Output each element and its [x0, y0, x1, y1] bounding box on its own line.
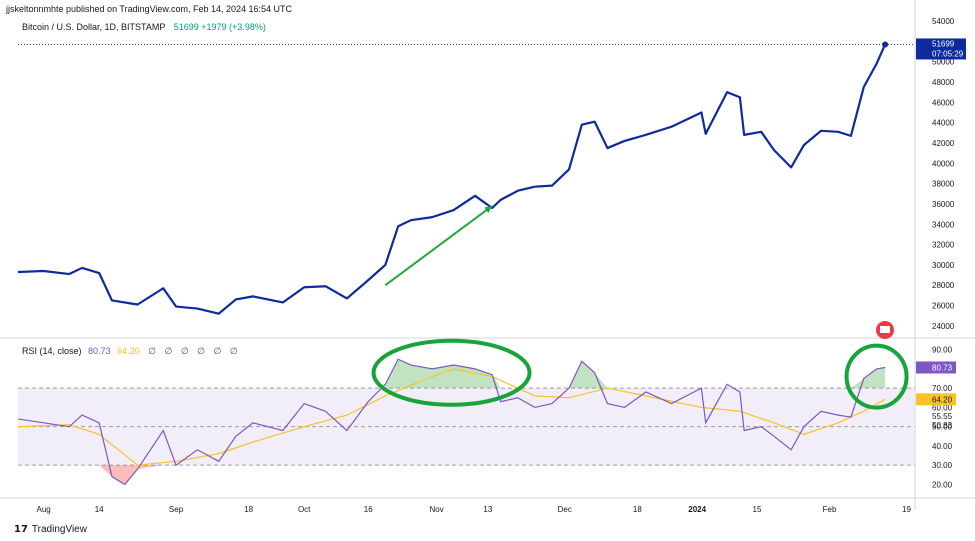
- rsi-overbought-fill: [385, 359, 501, 389]
- rsi-tick-label: 20.00: [932, 480, 953, 489]
- rsi-ma-line: [17, 368, 886, 466]
- symbol-legend: Bitcoin / U.S. Dollar, 1D, BITSTAMP 5169…: [22, 22, 266, 32]
- price-tick-label: 34000: [932, 220, 955, 229]
- rsi-value-badge: [916, 361, 956, 374]
- price-tick-label: 28000: [932, 281, 955, 290]
- rsi-tick-label: 30.00: [932, 461, 953, 470]
- highlight-ellipse-february: [844, 343, 909, 410]
- price-tick-label: 30000: [932, 261, 955, 270]
- price-tick-label: 40000: [932, 159, 955, 168]
- flag-icon-inner: [880, 326, 890, 333]
- trend-arrow-head: [484, 205, 493, 214]
- rsi-oversold-fill: [99, 465, 164, 485]
- time-tick-label: Sep: [169, 505, 184, 514]
- price-tick-label: 36000: [932, 200, 955, 209]
- rsi-value-badge-text: 64.20: [932, 395, 953, 404]
- rsi-line: [17, 358, 886, 486]
- price-tick-label: 50000: [932, 58, 955, 67]
- price-tick-label: 42000: [932, 139, 955, 148]
- trend-arrow-line: [384, 205, 493, 287]
- time-tick-label: 16: [364, 505, 373, 514]
- price-tick-label: 32000: [932, 241, 955, 250]
- time-tick-label: Dec: [558, 505, 572, 514]
- price-tick-label: 54000: [932, 17, 955, 26]
- time-tick-label: 15: [753, 505, 762, 514]
- time-tick-label: Oct: [298, 505, 311, 514]
- price-tick-label: 26000: [932, 302, 955, 311]
- price-tick-label: 44000: [932, 119, 955, 128]
- time-tick-label: 13: [483, 505, 492, 514]
- rsi-value-badge: [916, 393, 956, 406]
- rsi-tick-label: 70.00: [932, 384, 953, 393]
- countdown-text: 07:05:29: [932, 49, 964, 58]
- tradingview-logo: 17: [14, 524, 28, 535]
- rsi-tick-label: 40.00: [932, 442, 953, 451]
- rsi-tick-label: 60.00: [932, 403, 953, 412]
- tradingview-footer: 17 TradingView: [14, 524, 87, 535]
- rsi-tick-label: 50.00: [932, 423, 953, 432]
- last-price-badge: [916, 38, 966, 60]
- rsi-title: RSI (14, close): [22, 346, 82, 356]
- price-tick-label: 38000: [932, 180, 955, 189]
- rsi-value-badge-text: 55.55: [932, 412, 953, 421]
- price-tick-label: 24000: [932, 322, 955, 331]
- price-tick-label: 48000: [932, 78, 955, 87]
- rsi-overbought-fill: [850, 367, 886, 389]
- time-tick-label: 19: [902, 505, 911, 514]
- rsi-ma-value: 64.20: [117, 346, 140, 356]
- tradingview-brand: TradingView: [31, 524, 87, 535]
- last-price: 51699 +1979 (+3.98%): [173, 22, 266, 32]
- highlight-ellipse-november: [371, 338, 532, 407]
- rsi-value-badge-text: 80.73: [932, 363, 953, 372]
- symbol-name: Bitcoin / U.S. Dollar, 1D, BITSTAMP: [22, 22, 166, 32]
- price-line: [17, 44, 887, 315]
- rsi-settings-dots[interactable]: ∅ ∅ ∅ ∅ ∅ ∅: [148, 346, 241, 356]
- rsi-value: 80.73: [88, 346, 111, 356]
- last-price-dot: [882, 41, 889, 48]
- last-price-badge-text: 51699: [932, 39, 955, 48]
- rsi-value-badge-text: 50.83: [932, 421, 953, 430]
- time-tick-label: 14: [95, 505, 104, 514]
- time-tick-label: 2024: [688, 505, 706, 514]
- price-tick-label: 46000: [932, 98, 955, 107]
- time-tick-label: Aug: [37, 505, 51, 514]
- time-tick-label: 18: [633, 505, 642, 514]
- time-tick-label: 18: [244, 505, 253, 514]
- time-tick-label: Nov: [429, 505, 443, 514]
- time-tick-label: Feb: [823, 505, 837, 514]
- rsi-legend: RSI (14, close) 80.73 64.20 ∅ ∅ ∅ ∅ ∅ ∅: [22, 346, 241, 357]
- rsi-tick-label: 90.00: [932, 346, 953, 355]
- publish-info: jjskeltonnmhte published on TradingView.…: [6, 4, 293, 14]
